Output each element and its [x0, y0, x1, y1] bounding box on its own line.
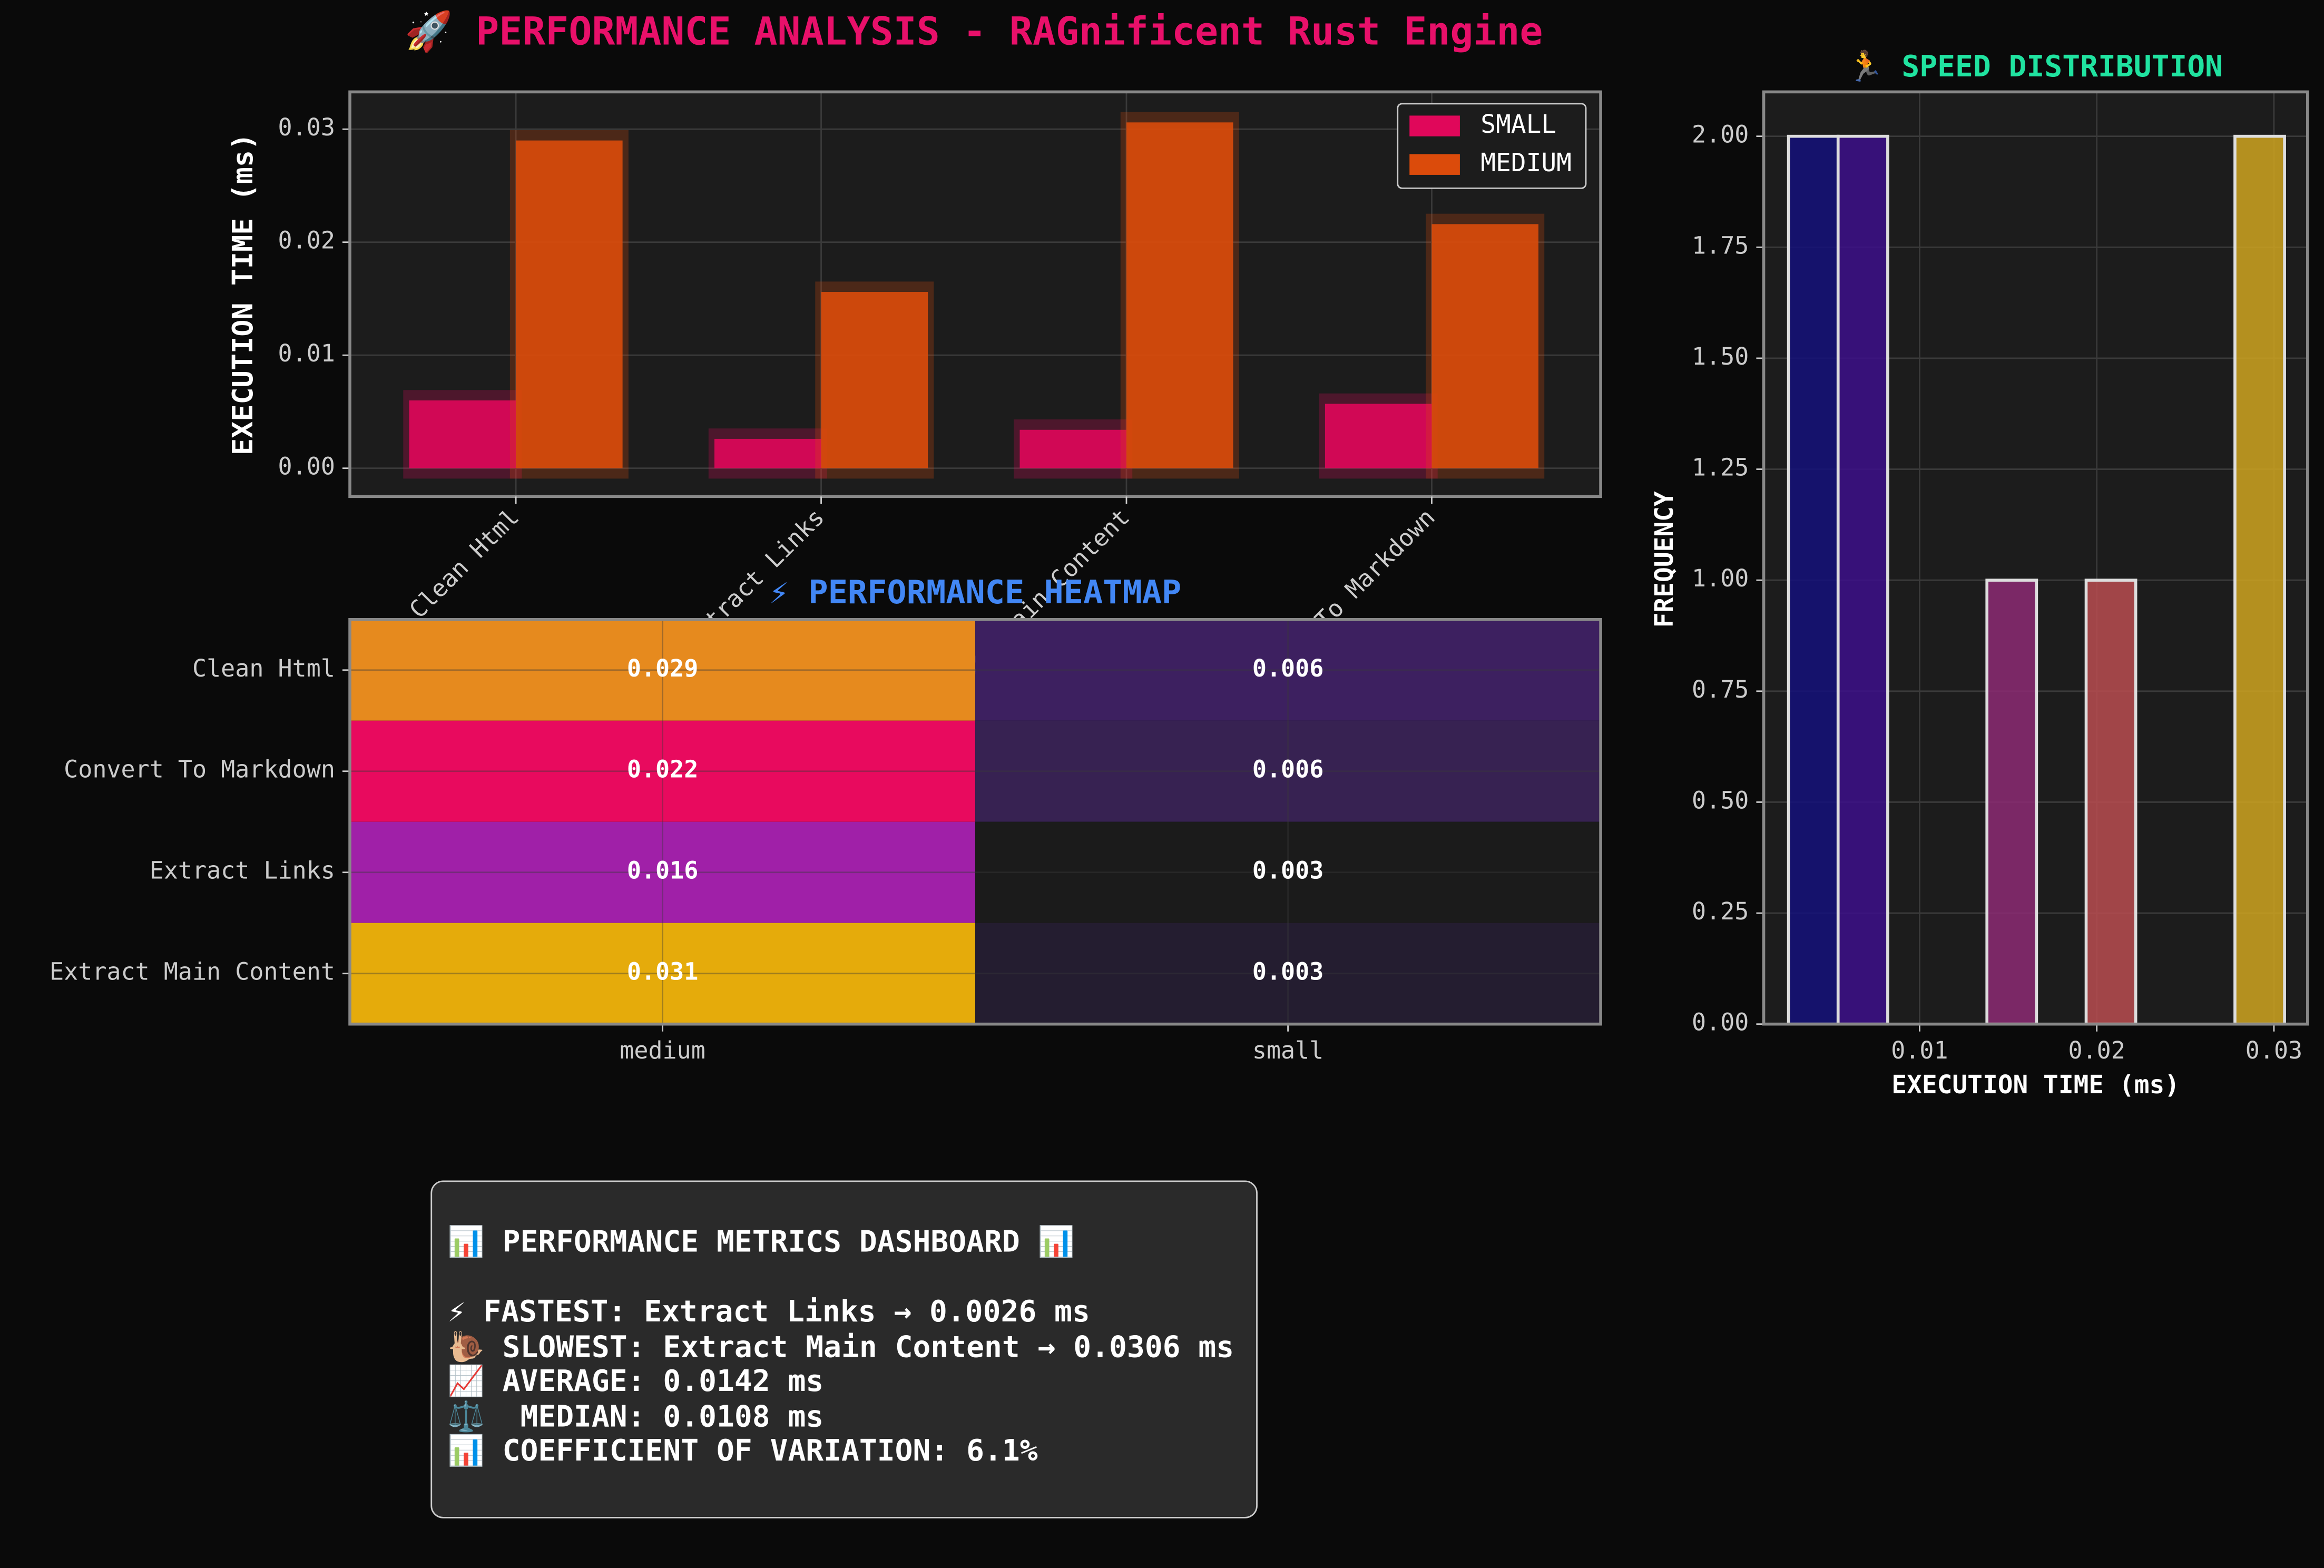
metric-line: 📈 AVERAGE: 0.0142 ms: [448, 1364, 823, 1398]
cell-label: 0.003: [1252, 857, 1323, 885]
x-axis-label: EXECUTION TIME (ms): [1891, 1071, 2180, 1100]
y-tick-label: 0.00: [278, 453, 335, 481]
y-axis-label: FREQUENCY: [1650, 491, 1679, 628]
heatmap-cell: [350, 821, 976, 923]
heatmap-cell: [350, 720, 976, 822]
histogram-bar: [2233, 134, 2286, 1026]
metrics-box: [430, 1180, 1258, 1518]
legend-swatch: [1409, 154, 1460, 175]
histogram-bar: [2084, 579, 2137, 1026]
y-tick-label: 0.00: [1692, 1008, 1749, 1036]
bar: [1431, 224, 1538, 468]
heatmap-cell: [975, 619, 1601, 721]
heatmap-cell: [975, 821, 1601, 923]
metric-line: 🐌 SLOWEST: Extract Main Content → 0.0306…: [448, 1330, 1234, 1364]
row-label: Convert To Markdown: [64, 756, 335, 783]
x-tick-label: 0.02: [2068, 1036, 2125, 1064]
cell-label: 0.003: [1252, 958, 1323, 986]
cell-label: 0.022: [627, 756, 698, 783]
heatmap-cell: [350, 923, 976, 1024]
y-tick-label: 0.50: [1692, 786, 1749, 814]
x-tick-label: 0.01: [1891, 1036, 1948, 1064]
y-tick-label: 0.25: [1692, 897, 1749, 925]
cell-label: 0.006: [1252, 654, 1323, 682]
metric-line: ⚡ FASTEST: Extract Links → 0.0026 ms: [448, 1295, 1090, 1329]
y-tick-label: 0.01: [278, 339, 335, 367]
bar: [516, 140, 623, 468]
column-label: medium: [620, 1036, 705, 1064]
cell-label: 0.016: [627, 857, 698, 885]
legend-swatch: [1409, 115, 1460, 136]
plot-border: [348, 90, 1602, 498]
bar: [1126, 122, 1233, 468]
bar: [1325, 404, 1432, 468]
histogram-bar: [1985, 579, 2038, 1026]
y-tick-label: 1.25: [1692, 454, 1749, 482]
legend-label: SMALL: [1480, 110, 1556, 139]
heatmap-cell: [975, 923, 1601, 1024]
y-axis-label: EXECUTION TIME (ms): [226, 133, 259, 455]
column-label: small: [1252, 1036, 1323, 1064]
main-title: 🚀 PERFORMANCE ANALYSIS - RAGnificent Rus…: [405, 9, 1543, 54]
y-tick-label: 0.03: [278, 113, 335, 141]
plot-border: [348, 618, 1602, 1026]
y-tick-label: 0.02: [278, 227, 335, 254]
cell-label: 0.006: [1252, 756, 1323, 783]
heatmap-cell: [975, 720, 1601, 822]
heatmap-cell: [350, 619, 976, 721]
row-label: Extract Links: [150, 857, 335, 885]
cell-label: 0.031: [627, 958, 698, 986]
y-tick-label: 0.75: [1692, 675, 1749, 703]
y-tick-label: 1.50: [1692, 342, 1749, 370]
metric-line: ⚖️ MEDIAN: 0.0108 ms: [448, 1400, 823, 1434]
y-tick-label: 1.75: [1692, 231, 1749, 259]
bar: [821, 292, 928, 468]
y-tick-label: 1.00: [1692, 564, 1749, 592]
metric-line: 📊 COEFFICIENT OF VARIATION: 6.1%: [448, 1434, 1038, 1468]
histogram-bar: [1787, 134, 1840, 1026]
histogram-title: 🏃 SPEED DISTRIBUTION: [1847, 50, 2223, 84]
heatmap-title: ⚡ PERFORMANCE HEATMAP: [769, 573, 1181, 611]
plot-border: [1762, 90, 2309, 1026]
x-tick-label: 0.03: [2245, 1036, 2302, 1064]
bar: [409, 400, 516, 468]
bar: [1019, 429, 1126, 468]
histogram-bar: [1836, 134, 1889, 1026]
metrics-title: 📊 PERFORMANCE METRICS DASHBOARD 📊: [448, 1225, 1075, 1259]
row-label: Clean Html: [192, 654, 335, 682]
cell-label: 0.029: [627, 654, 698, 682]
row-label: Extract Main Content: [50, 958, 335, 986]
legend-label: MEDIUM: [1480, 149, 1572, 178]
bar: [714, 438, 821, 468]
y-tick-label: 2.00: [1692, 121, 1749, 149]
